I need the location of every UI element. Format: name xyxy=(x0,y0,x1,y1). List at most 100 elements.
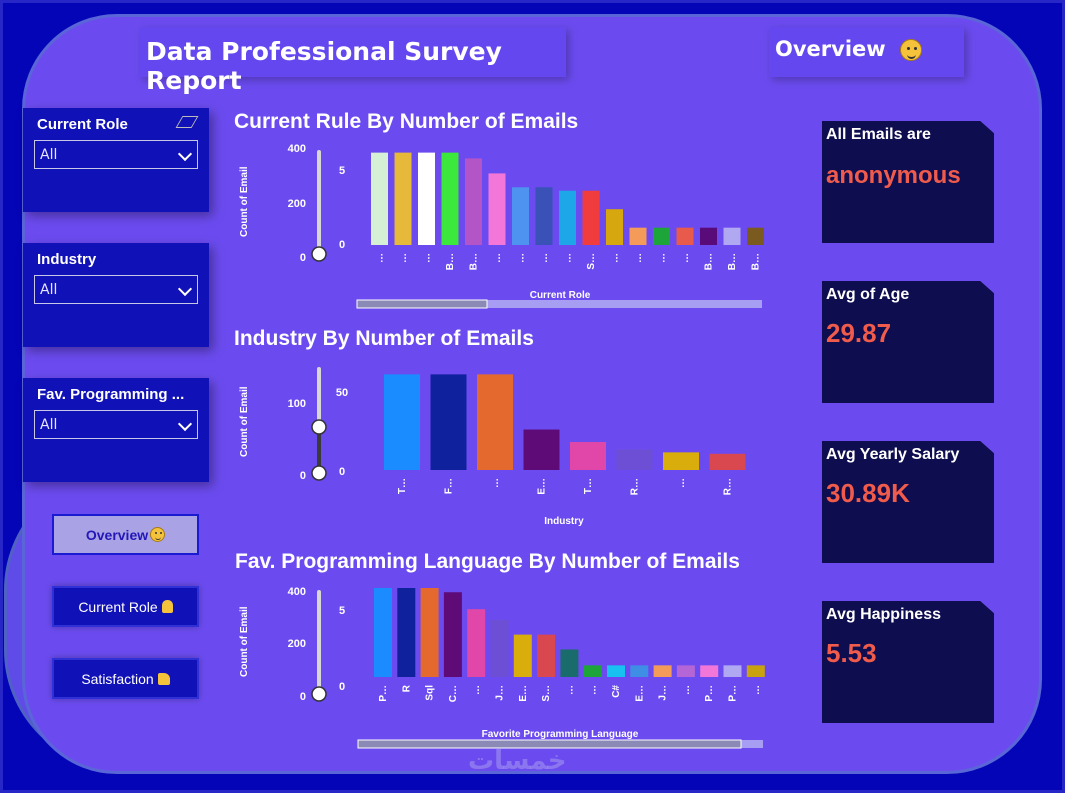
satisfaction-button[interactable]: Satisfaction xyxy=(52,658,199,699)
overview-button[interactable]: Overview xyxy=(52,514,199,555)
programming-language-dropdown[interactable]: All xyxy=(34,410,198,439)
bar[interactable] xyxy=(607,665,625,677)
bar[interactable] xyxy=(676,665,695,677)
bar[interactable] xyxy=(467,609,486,677)
bar[interactable] xyxy=(465,158,482,245)
slicer-industry: Industry All xyxy=(23,243,209,347)
slicer-programming-language: Fav. Programming ... All xyxy=(23,378,209,482)
x-tick-label: … xyxy=(681,685,692,695)
x-tick-label: … xyxy=(680,253,691,263)
bar[interactable] xyxy=(430,374,467,470)
scrollbar-thumb[interactable] xyxy=(356,299,488,309)
bar[interactable] xyxy=(629,227,647,245)
x-tick-label: B… xyxy=(704,253,715,270)
y-tick-label: 0 xyxy=(300,691,306,703)
card-avg-age: Avg of Age 29.87 xyxy=(822,281,994,403)
bar[interactable] xyxy=(394,152,412,245)
bar[interactable] xyxy=(490,619,509,677)
y-tick-label: 0 xyxy=(339,466,345,478)
bar[interactable] xyxy=(537,634,556,677)
slicer-label: Fav. Programming ... xyxy=(37,386,185,403)
bar[interactable] xyxy=(606,209,623,245)
bar[interactable] xyxy=(477,374,513,470)
bar[interactable] xyxy=(384,374,420,470)
x-tick-label: … xyxy=(539,253,550,263)
y-tick-label: 5 xyxy=(339,165,345,177)
bar[interactable] xyxy=(630,665,649,677)
x-tick-label: … xyxy=(751,685,762,695)
bar[interactable] xyxy=(653,227,670,245)
bar[interactable] xyxy=(747,227,764,245)
bar[interactable] xyxy=(700,665,719,677)
x-tick-label: P… xyxy=(704,685,715,702)
scrollbar-track[interactable] xyxy=(357,300,762,308)
range-slider-handle[interactable] xyxy=(311,686,327,702)
x-tick-label: J… xyxy=(658,685,669,701)
y-tick-label: 100 xyxy=(288,398,306,410)
bar[interactable] xyxy=(700,227,717,245)
bar[interactable] xyxy=(559,190,576,245)
current-role-button[interactable]: Current Role xyxy=(52,586,199,627)
current-role-chart: Count of Email 400 200 0 5 0 … … … B… B… … … … … S… … … … …… xyxy=(239,143,764,309)
bar[interactable] xyxy=(582,190,600,245)
bar[interactable] xyxy=(570,442,606,470)
x-tick-label: … xyxy=(516,253,527,263)
bar[interactable] xyxy=(513,634,532,677)
x-tick-label: R… xyxy=(723,478,734,495)
range-slider-handle-top[interactable] xyxy=(311,419,327,435)
slicer-current-role: Current Role All xyxy=(23,108,209,212)
x-tick-label: B… xyxy=(751,253,762,270)
x-tick-label: … xyxy=(610,253,621,263)
y-tick-label: 5 xyxy=(339,605,345,617)
chart-title-industry: Industry By Number of Emails xyxy=(234,327,534,350)
range-slider-handle[interactable] xyxy=(311,246,327,262)
bar[interactable] xyxy=(512,187,529,245)
card-avg-salary: Avg Yearly Salary 30.89K xyxy=(822,441,994,563)
bar[interactable] xyxy=(723,227,741,245)
industry-dropdown[interactable]: All xyxy=(34,275,198,304)
bar[interactable] xyxy=(746,665,765,677)
eraser-icon[interactable] xyxy=(175,116,199,128)
chevron-down-icon xyxy=(177,281,193,297)
bar[interactable] xyxy=(535,187,553,245)
bar[interactable] xyxy=(723,665,742,677)
range-slider-handle[interactable] xyxy=(311,465,327,481)
x-tick-label: … xyxy=(490,478,501,488)
bar[interactable] xyxy=(709,453,746,470)
x-tick-label: P… xyxy=(378,685,389,702)
dropdown-value: All xyxy=(40,417,58,433)
x-tick-label: C… xyxy=(448,685,459,702)
page-label: Overview xyxy=(769,27,964,77)
current-role-dropdown[interactable]: All xyxy=(34,140,198,169)
bar[interactable] xyxy=(523,429,560,470)
bar[interactable] xyxy=(663,452,699,470)
page-label-text: Overview xyxy=(775,37,886,61)
bar[interactable] xyxy=(616,449,653,470)
x-axis-title: Industry xyxy=(544,516,584,527)
bar[interactable] xyxy=(397,588,416,677)
x-tick-label: … xyxy=(398,253,409,263)
x-tick-label: … xyxy=(657,253,668,263)
bar[interactable] xyxy=(418,152,435,245)
bar[interactable] xyxy=(583,665,602,677)
y-tick-label: 0 xyxy=(339,239,345,251)
dropdown-value: All xyxy=(40,147,58,163)
programming-language-chart: Count of Email 400 200 0 5 0 P… R Sql C… … J… E… S… … …… xyxy=(239,586,765,749)
range-slider-track[interactable] xyxy=(317,150,321,254)
bar[interactable] xyxy=(676,227,694,245)
bar[interactable] xyxy=(443,592,462,677)
x-tick-label: … xyxy=(676,478,687,488)
card-label: All Emails are xyxy=(826,126,931,143)
bar[interactable] xyxy=(420,588,439,677)
bar[interactable] xyxy=(653,665,672,677)
y-tick-label: 200 xyxy=(288,198,306,210)
bar[interactable] xyxy=(371,152,388,245)
card-value: anonymous xyxy=(826,162,961,189)
bar[interactable] xyxy=(560,649,579,677)
chevron-down-icon xyxy=(177,416,193,432)
bar[interactable] xyxy=(441,152,459,245)
bar[interactable] xyxy=(488,173,506,245)
scrollbar-thumb[interactable] xyxy=(357,739,742,749)
bar[interactable] xyxy=(374,588,392,677)
range-slider-track[interactable] xyxy=(317,590,321,694)
